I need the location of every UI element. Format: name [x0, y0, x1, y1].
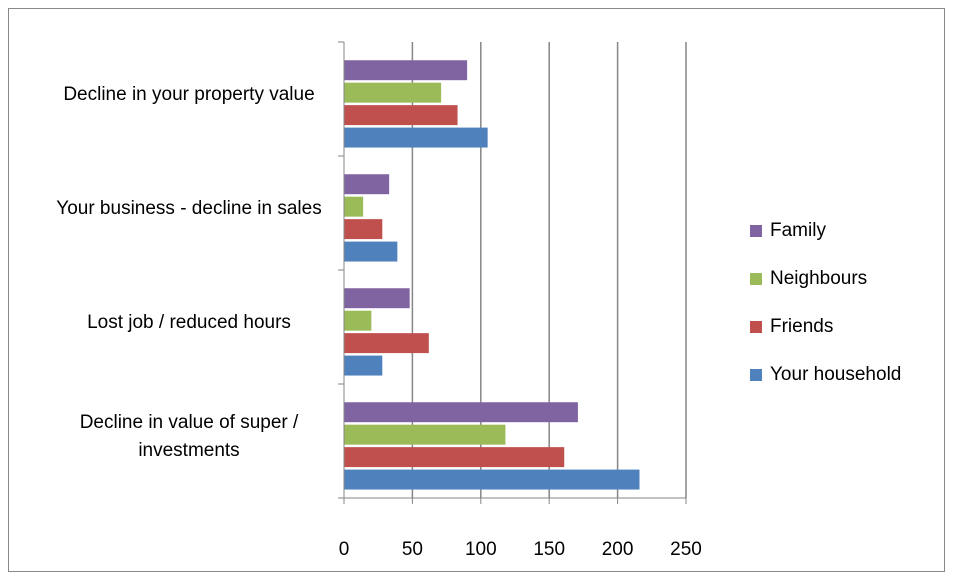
legend-label: Neighbours: [770, 268, 867, 289]
bar: [344, 241, 398, 262]
x-tick-label: 0: [339, 539, 350, 560]
x-tick-label: 250: [670, 539, 702, 560]
legend-swatch: [750, 369, 762, 381]
legend-label: Your household: [770, 364, 901, 385]
bar: [344, 288, 410, 309]
bar: [344, 82, 442, 103]
bar: [344, 60, 468, 81]
legend-label: Family: [770, 220, 826, 241]
bar: [344, 469, 640, 490]
bar: [344, 127, 488, 148]
bar: [344, 219, 383, 240]
bar: [344, 333, 429, 354]
legend-swatch: [750, 225, 762, 237]
bar: [344, 310, 372, 331]
y-tick-label: Your business - decline in sales: [56, 198, 322, 219]
bar: [344, 447, 565, 468]
y-tick-label: Lost job / reduced hours: [87, 312, 291, 333]
bar: [344, 196, 364, 217]
x-tick-label: 200: [602, 539, 634, 560]
bar: [344, 174, 390, 195]
legend-swatch: [750, 321, 762, 333]
x-tick-label: 50: [402, 539, 423, 560]
bar: [344, 402, 578, 423]
legend-label: Friends: [770, 316, 833, 337]
y-tick-label: Decline in your property value: [63, 84, 315, 105]
y-tick-label: Decline in value of super / investments: [79, 412, 299, 461]
bar: [344, 105, 458, 126]
x-tick-label: 100: [465, 539, 497, 560]
bar: [344, 424, 506, 445]
legend-swatch: [750, 273, 762, 285]
x-tick-label: 150: [533, 539, 565, 560]
bar: [344, 355, 383, 376]
